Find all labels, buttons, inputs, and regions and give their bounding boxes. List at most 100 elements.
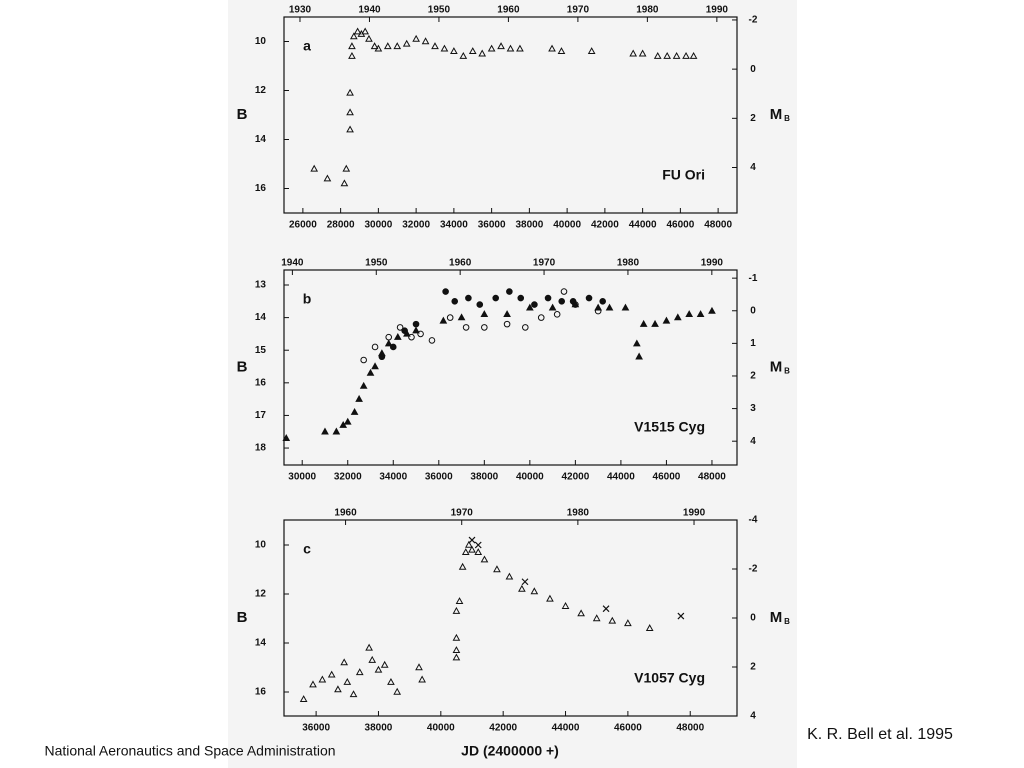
y2-tick-label: 2 xyxy=(750,371,756,382)
data-point xyxy=(349,32,358,40)
y2-axis-label-subscript: B xyxy=(784,114,790,123)
data-point xyxy=(663,51,672,59)
data-point xyxy=(474,548,483,556)
x-tick-label: 36000 xyxy=(425,472,453,483)
data-point xyxy=(348,42,356,50)
y-tick-label: 12 xyxy=(255,589,267,600)
data-point xyxy=(415,663,423,671)
data-point xyxy=(465,294,472,302)
data-point xyxy=(544,294,552,302)
data-point xyxy=(371,362,379,370)
y-tick-label: 13 xyxy=(255,280,267,291)
x-tick-label: 42000 xyxy=(561,472,589,483)
data-point xyxy=(530,587,539,595)
y2-tick-label: -2 xyxy=(749,564,758,575)
data-point xyxy=(599,298,606,305)
x-tick-label: 40000 xyxy=(427,723,455,734)
data-point xyxy=(309,680,317,688)
data-point xyxy=(673,313,682,321)
data-point xyxy=(396,324,404,331)
data-point xyxy=(689,51,698,59)
data-point xyxy=(587,47,596,54)
panel-label: c xyxy=(303,541,311,557)
data-point xyxy=(476,301,484,308)
y2-tick-label: 4 xyxy=(750,436,756,447)
data-point xyxy=(340,658,349,666)
data-point xyxy=(368,655,377,663)
data-point xyxy=(402,39,411,47)
data-point xyxy=(412,34,420,42)
data-point xyxy=(518,584,526,592)
x-tick-label: 32000 xyxy=(402,220,430,231)
data-point xyxy=(474,541,482,549)
data-point xyxy=(339,420,348,428)
x2-tick-label: 1970 xyxy=(451,508,474,519)
x-tick-label: 40000 xyxy=(516,472,544,483)
data-point xyxy=(452,646,461,654)
data-point xyxy=(487,44,496,52)
data-point xyxy=(577,609,585,617)
data-point xyxy=(346,108,354,116)
data-point xyxy=(451,298,459,305)
y2-axis-label: M xyxy=(770,609,783,626)
x-tick-label: 28000 xyxy=(327,220,355,231)
data-point xyxy=(323,174,332,182)
data-point xyxy=(360,356,367,364)
data-point xyxy=(516,44,524,52)
x-tick-label: 46000 xyxy=(666,220,694,231)
x-axis-label: JD (2400000 +) xyxy=(461,743,559,759)
data-point xyxy=(608,616,617,624)
data-point xyxy=(546,594,554,602)
data-point xyxy=(371,343,379,351)
data-point xyxy=(349,690,358,698)
data-point xyxy=(605,303,614,311)
data-point xyxy=(440,44,449,52)
x-tick-label: 38000 xyxy=(365,723,393,734)
x2-tick-label: 1940 xyxy=(281,258,304,269)
data-point xyxy=(359,381,368,389)
x-tick-label: 34000 xyxy=(440,220,468,231)
data-point xyxy=(421,37,430,45)
x2-tick-label: 1950 xyxy=(365,258,388,269)
data-point xyxy=(672,51,681,59)
y-tick-label: 12 xyxy=(255,85,267,96)
plot-frame xyxy=(283,16,738,214)
x-tick-label: 42000 xyxy=(591,220,619,231)
y2-axis-label: M xyxy=(770,358,783,375)
plot-frame xyxy=(283,269,738,466)
data-point xyxy=(361,27,370,35)
y2-tick-label: 0 xyxy=(750,305,756,316)
data-point xyxy=(465,540,473,548)
data-point xyxy=(446,314,454,321)
x-tick-label: 26000 xyxy=(289,220,317,231)
data-point xyxy=(370,42,379,50)
data-point xyxy=(525,303,534,311)
y-tick-label: 15 xyxy=(255,345,267,356)
data-point xyxy=(332,427,341,435)
data-point xyxy=(389,343,397,351)
data-point xyxy=(517,294,525,302)
y-tick-label: 16 xyxy=(255,183,267,194)
data-point xyxy=(455,597,464,605)
data-point xyxy=(537,314,545,321)
data-point xyxy=(366,368,375,376)
y2-tick-label: 4 xyxy=(750,162,756,173)
y2-tick-label: 0 xyxy=(750,613,756,624)
y2-tick-label: 0 xyxy=(750,64,756,75)
data-point xyxy=(468,47,477,54)
x2-tick-label: 1980 xyxy=(567,508,590,519)
panel-label: a xyxy=(303,38,311,54)
data-point xyxy=(459,51,468,59)
y2-tick-label: 4 xyxy=(750,711,756,722)
y2-tick-label: 3 xyxy=(750,403,756,414)
data-point xyxy=(506,288,513,295)
data-point xyxy=(452,653,461,661)
data-point xyxy=(497,42,505,50)
data-point xyxy=(696,310,705,318)
x2-tick-label: 1950 xyxy=(428,5,451,16)
data-point xyxy=(442,288,449,295)
data-point xyxy=(531,301,538,308)
y-tick-label: 14 xyxy=(255,134,267,145)
data-point xyxy=(480,310,489,318)
